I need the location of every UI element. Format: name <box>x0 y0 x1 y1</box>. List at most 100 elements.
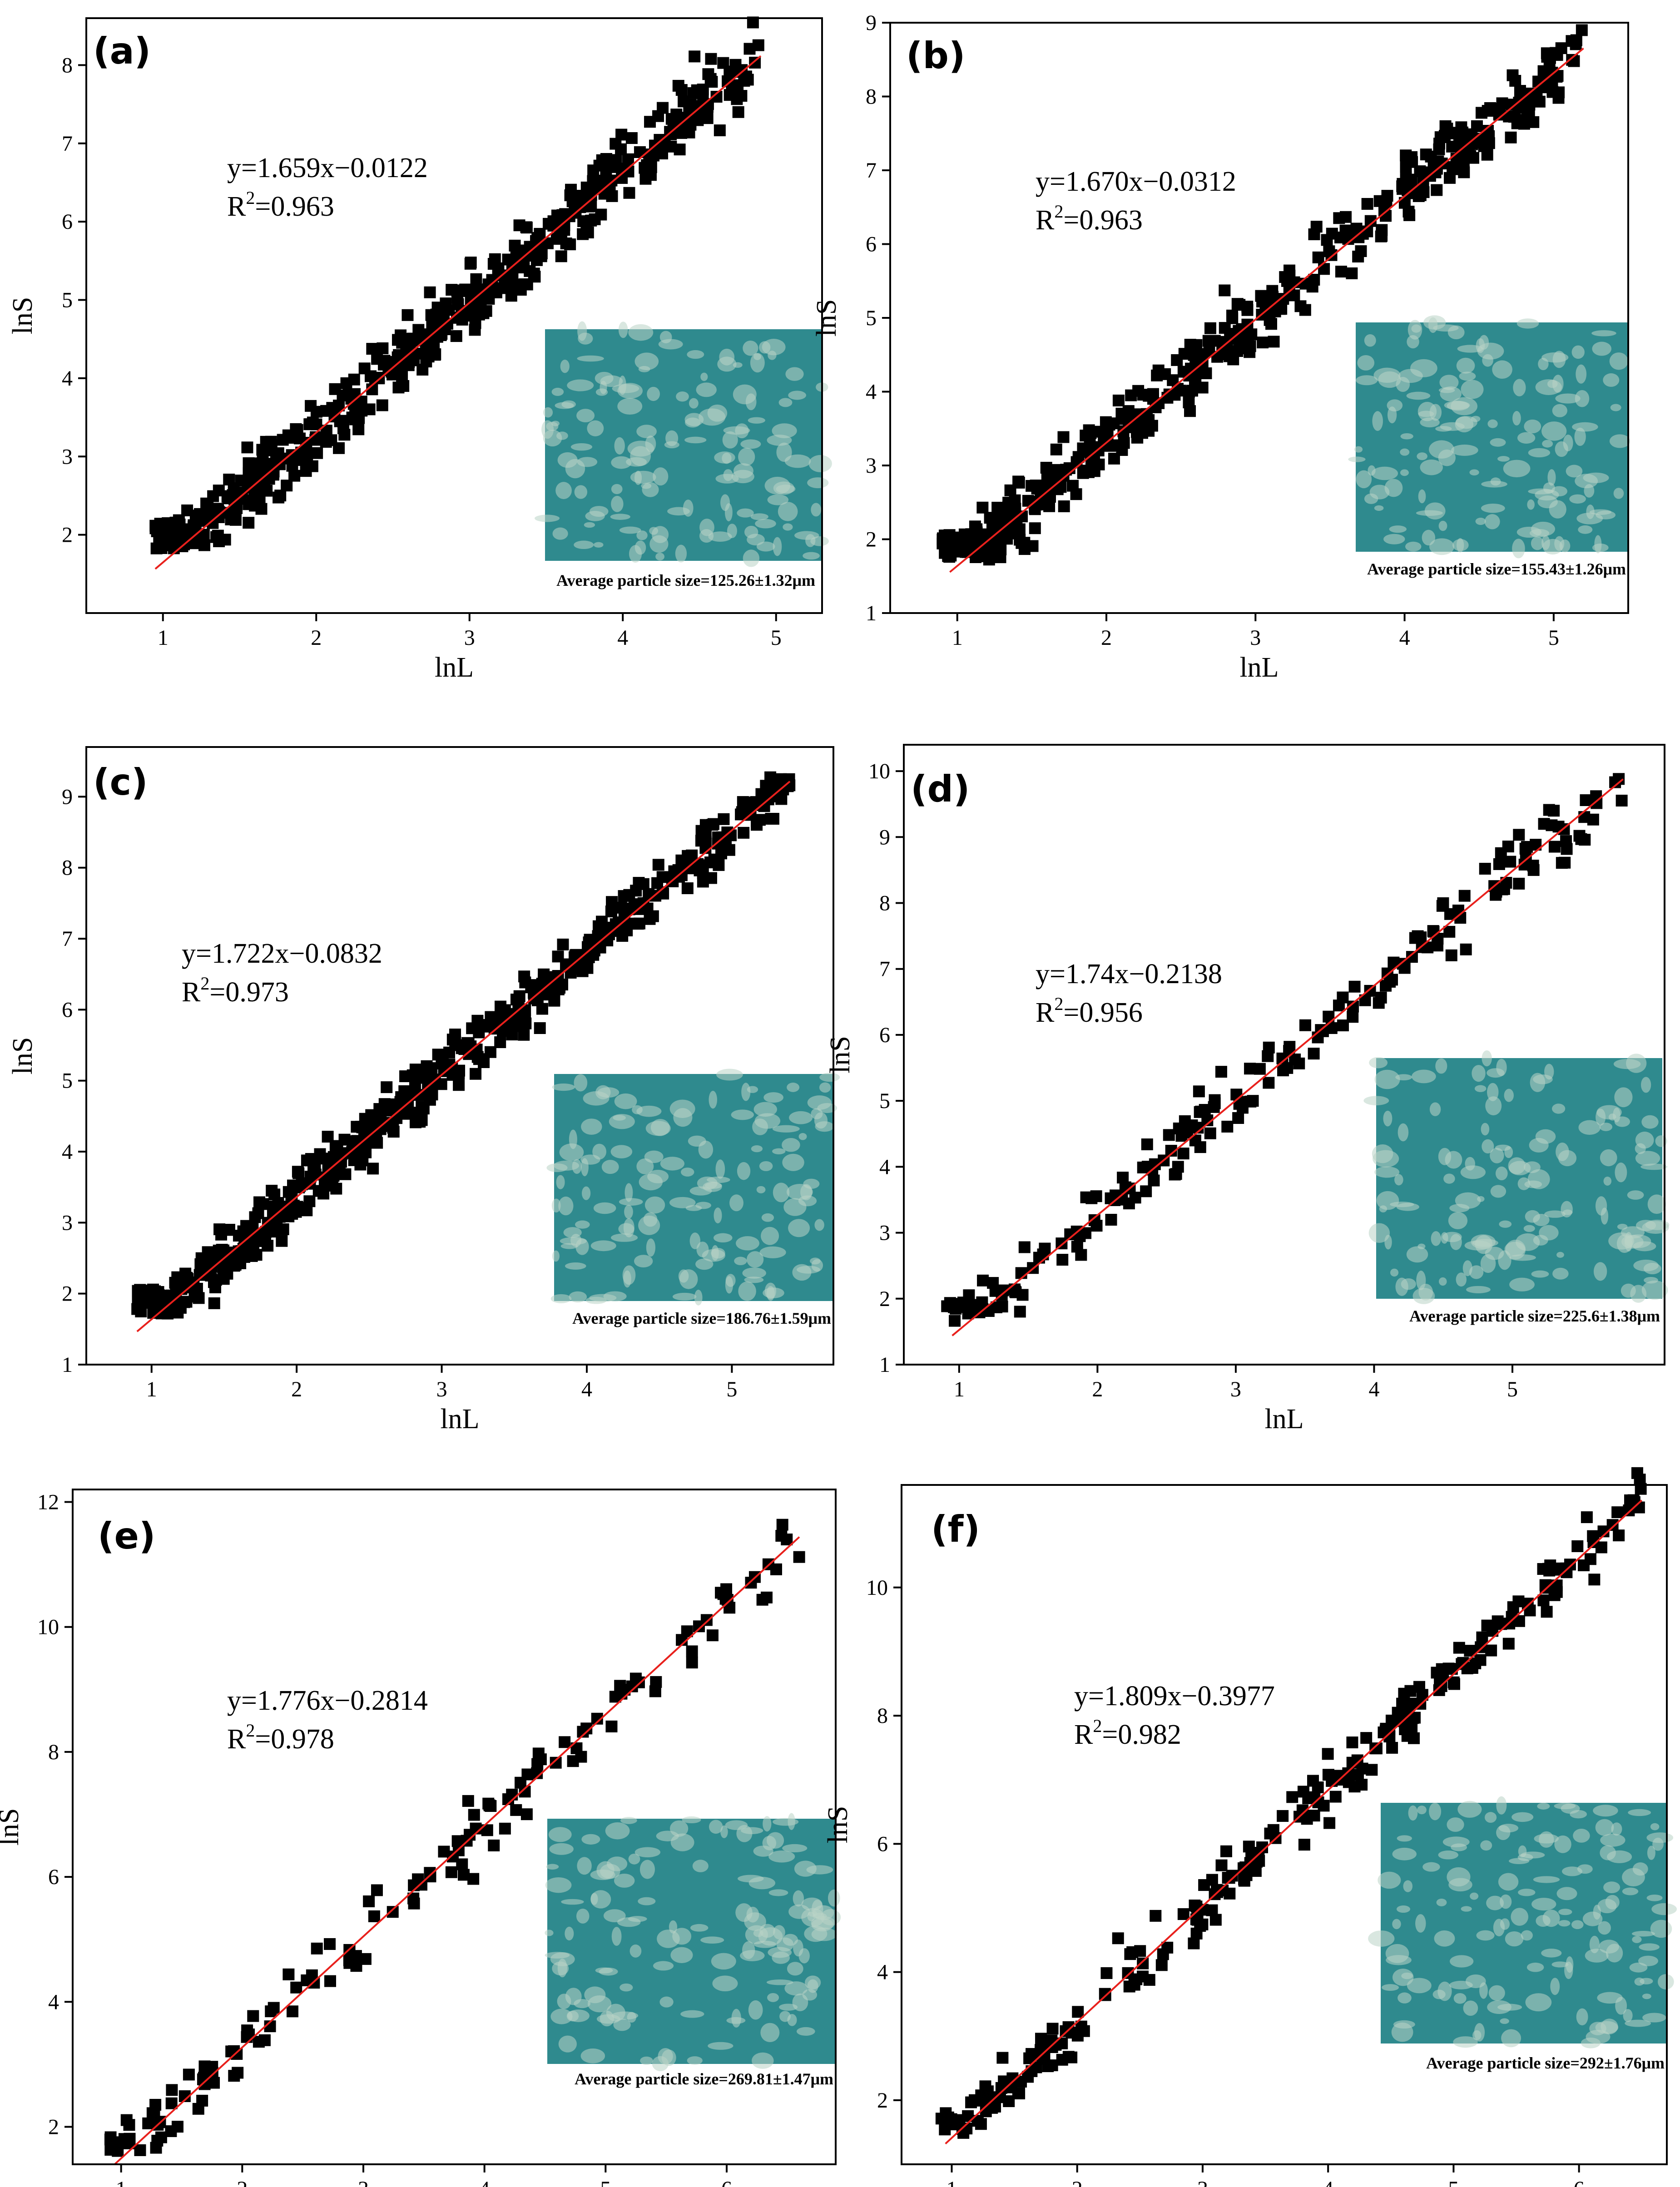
particle-cluster <box>750 513 768 520</box>
particle-cluster <box>798 1133 807 1140</box>
panel-d: 1 2 3 4 5 1 2 3 4 5 6 7 8 9 10 lnL lnS (d) y=1.74x−0.2138 R… <box>825 744 1670 1435</box>
particle-cluster <box>1528 488 1554 495</box>
particle-cluster <box>1544 1064 1554 1080</box>
data-point <box>232 1257 244 1269</box>
data-point <box>359 1953 372 1965</box>
data-point <box>1105 1213 1117 1226</box>
particle-cluster <box>1650 1823 1660 1831</box>
particle-cluster <box>1496 1825 1511 1840</box>
y-tick-label: 8 <box>877 1704 888 1728</box>
particle-cluster <box>600 381 607 394</box>
particle-cluster <box>1457 1801 1482 1818</box>
data-point <box>695 835 707 847</box>
data-point <box>689 50 701 63</box>
particle-cluster <box>611 2011 639 2020</box>
particle-cluster <box>1354 446 1363 453</box>
x-tick-label: 5 <box>771 626 782 650</box>
particle-cluster <box>1556 1887 1577 1900</box>
particle-cluster <box>763 1092 783 1103</box>
particle-cluster <box>1638 1955 1658 1966</box>
data-point <box>1588 1573 1601 1586</box>
particle-cluster <box>737 508 754 518</box>
particle-cluster <box>684 417 701 428</box>
particle-cluster <box>1429 538 1455 555</box>
data-point <box>387 1906 399 1918</box>
data-point <box>1099 1988 1111 2000</box>
particle-cluster <box>1534 1834 1559 1844</box>
particle-cluster <box>751 1145 763 1153</box>
data-point <box>1308 1810 1320 1822</box>
particle-cluster <box>746 1906 759 1923</box>
data-point <box>450 330 462 342</box>
particle-cluster <box>748 2000 763 2020</box>
particle-cluster <box>1418 489 1426 504</box>
particle-cluster <box>708 2042 733 2050</box>
y-tick-label: 6 <box>62 210 73 234</box>
particle-cluster <box>1641 1115 1659 1129</box>
data-point <box>657 102 669 114</box>
data-point <box>977 1274 989 1286</box>
particle-cluster <box>1492 360 1512 379</box>
particle-cluster <box>689 1232 701 1249</box>
particle-cluster <box>695 1202 711 1209</box>
particle-cluster <box>1396 1202 1419 1211</box>
data-point <box>168 1300 180 1312</box>
data-point <box>408 1897 420 1910</box>
data-point <box>1427 925 1439 937</box>
particle-cluster <box>819 1082 831 1093</box>
particle-cluster <box>783 1934 798 1946</box>
data-point <box>1137 1957 1149 1969</box>
particle-cluster <box>1657 1974 1674 1990</box>
particle-cluster <box>1600 1833 1625 1847</box>
data-point <box>520 1808 533 1821</box>
particle-cluster <box>1647 1846 1655 1860</box>
particle-cluster <box>1596 1108 1606 1126</box>
data-point <box>306 460 318 472</box>
data-point <box>1493 858 1505 870</box>
particle-cluster <box>1447 1817 1464 1832</box>
data-point <box>1492 1615 1504 1628</box>
particle-cluster <box>1481 504 1505 513</box>
particle-cluster <box>1418 411 1434 417</box>
particle-cluster <box>1535 1129 1556 1144</box>
particle-cluster <box>1642 1994 1651 1999</box>
data-point <box>232 2067 244 2079</box>
x-tick-label: 2 <box>1101 626 1112 650</box>
data-point <box>1507 69 1519 81</box>
particle-cluster <box>811 1108 823 1119</box>
particle-cluster <box>1558 1909 1572 1915</box>
x-tick-label: 1 <box>116 2177 127 2187</box>
data-point <box>1437 897 1449 909</box>
particle-cluster <box>634 540 646 555</box>
data-point <box>198 1256 210 1268</box>
data-point <box>989 1285 1001 1297</box>
data-point <box>155 2131 167 2143</box>
particle-cluster <box>1621 1283 1636 1298</box>
data-point <box>760 1591 773 1603</box>
data-point <box>1193 1085 1205 1098</box>
data-point <box>487 258 500 270</box>
particle-cluster <box>768 1850 795 1863</box>
particle-cluster <box>653 467 669 486</box>
data-point <box>1613 1529 1625 1542</box>
data-point <box>1537 65 1550 77</box>
particle-cluster <box>1566 1956 1574 1973</box>
data-point <box>470 1068 482 1080</box>
data-point <box>401 309 414 321</box>
particle-cluster <box>817 1103 837 1113</box>
r-squared: R2=0.956 <box>1036 994 1143 1028</box>
data-point <box>1587 1530 1599 1542</box>
particle-cluster <box>1487 419 1498 428</box>
data-point <box>470 273 482 285</box>
particle-cluster <box>1397 1835 1412 1842</box>
data-point <box>112 2145 124 2157</box>
data-point <box>1040 461 1052 474</box>
particle-cluster <box>1435 1058 1447 1074</box>
data-point <box>1080 1191 1092 1203</box>
data-point <box>1204 322 1216 334</box>
data-point <box>363 1895 375 1907</box>
data-point <box>210 531 223 543</box>
particle-cluster <box>670 1947 693 1963</box>
particle-cluster <box>627 440 654 457</box>
particle-cluster <box>1495 1144 1511 1151</box>
